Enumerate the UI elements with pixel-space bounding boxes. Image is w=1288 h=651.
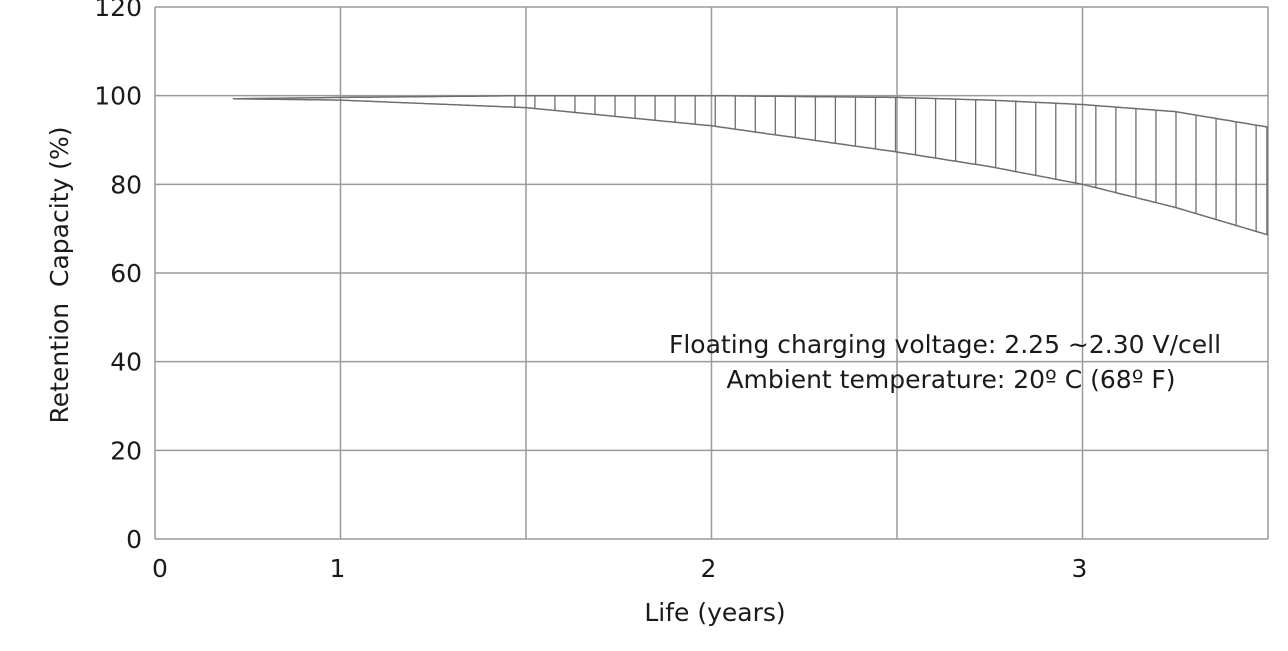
- curves: [232, 94, 1269, 236]
- x-tick-labels: 0 1 2 3: [152, 554, 1087, 583]
- y-tick-label: 80: [110, 170, 142, 199]
- y-tick-labels: 0 20 40 60 80 100 120: [94, 0, 142, 554]
- hatch-band: [514, 95, 1268, 235]
- y-tick-label: 20: [110, 436, 142, 465]
- grid: [154, 6, 1269, 540]
- x-tick-label: 1: [330, 554, 346, 583]
- x-tick-label: 0: [152, 554, 168, 583]
- x-tick-label: 2: [701, 554, 717, 583]
- x-tick-label: 3: [1072, 554, 1088, 583]
- y-tick-label: 60: [110, 259, 142, 288]
- annotation-voltage: Floating charging voltage: 2.25 ~2.30 V/…: [669, 330, 1221, 359]
- x-axis-label: Life (years): [644, 598, 785, 627]
- y-tick-label: 100: [94, 82, 142, 111]
- y-tick-label: 120: [94, 0, 142, 22]
- upper-curve: [232, 94, 1269, 128]
- y-axis-label: Retention Capacity (%): [45, 127, 74, 424]
- lower-curve: [232, 98, 1269, 236]
- annotation-temperature: Ambient temperature: 20º C (68º F): [726, 365, 1175, 394]
- y-tick-label: 0: [126, 525, 142, 554]
- y-tick-label: 40: [110, 348, 142, 377]
